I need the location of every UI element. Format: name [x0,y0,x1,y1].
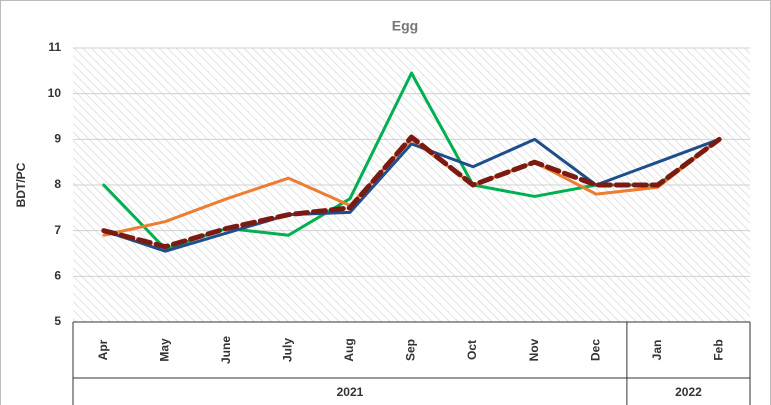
series-line [101,134,722,250]
y-tick-label: 8 [54,177,61,191]
y-tick-label: 10 [48,86,62,100]
x-tick-label: Oct [465,340,479,360]
y-tick-label: 11 [48,40,61,54]
x-tick-label: Aug [342,338,356,361]
x-tick-label: July [281,338,295,362]
y-tick-label: 6 [54,269,61,283]
y-tick-label: 7 [54,223,61,237]
series-line [102,137,721,253]
x-tick-label: Feb [711,339,725,360]
y-tick-label: 9 [54,132,61,146]
y-axis-label: BDT/PC [14,162,28,207]
chart-title: Egg [392,18,418,34]
x-group-label: 2022 [675,385,702,399]
x-tick-label: Dec [588,339,602,361]
x-tick-label: Sep [404,339,418,361]
x-tick-label: Nov [527,338,541,361]
x-tick-label: May [157,338,171,362]
x-tick-label: Apr [96,339,110,360]
x-group-label: 2021 [337,385,364,399]
y-tick-label: 5 [54,314,61,328]
x-tick-label: Jan [650,340,664,361]
x-tick-label: June [219,336,233,364]
